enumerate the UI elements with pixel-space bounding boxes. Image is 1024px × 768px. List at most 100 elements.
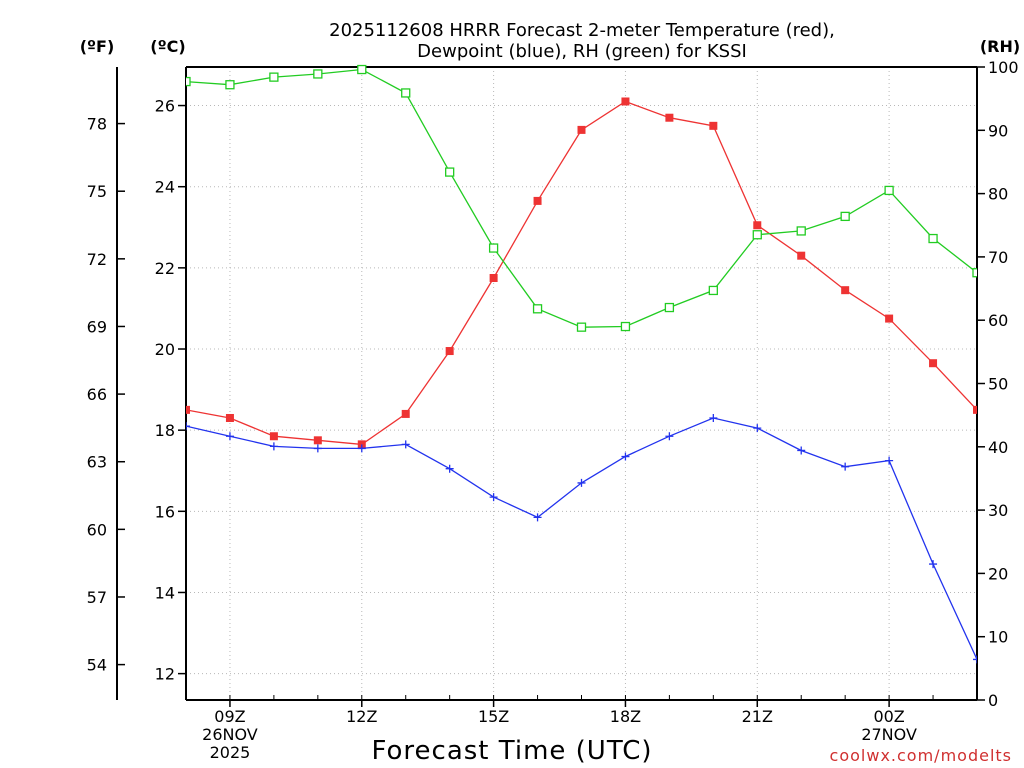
rh-tick-label: 20 (988, 564, 1008, 583)
x-axis-label: Forecast Time (UTC) (371, 736, 652, 766)
chart-title: 2025112608 HRRR Forecast 2-meter Tempera… (329, 20, 835, 62)
site-credit: coolwx.com/modelts (830, 746, 1012, 765)
relative-humidity-point (313, 69, 323, 79)
dewpoint-point (797, 446, 806, 455)
x-tick-label: 21Z (742, 707, 773, 726)
fahrenheit-tick-label: 66 (87, 385, 107, 404)
relative-humidity-point (225, 80, 235, 90)
data-series (186, 64, 977, 664)
celsius-axis-unit: (ºC) (150, 37, 185, 56)
2-meter-temperature-point (841, 286, 850, 295)
celsius-tick-label: 14 (155, 583, 175, 602)
rh-tick-label: 50 (988, 375, 1008, 394)
relative-humidity-point (620, 321, 631, 332)
dewpoint-point (313, 444, 322, 453)
x-tick-label: 27NOV (861, 725, 917, 744)
2-meter-temperature-point (186, 405, 190, 414)
relative-humidity-point (840, 211, 850, 222)
celsius-tick-label: 20 (155, 340, 175, 359)
dewpoint-point (929, 560, 938, 569)
2-meter-temperature-point (401, 409, 410, 418)
2-meter-temperature-point (533, 196, 542, 205)
fahrenheit-tick-label: 69 (87, 317, 107, 336)
dewpoint-point (709, 413, 718, 422)
2-meter-temperature-line (186, 100, 977, 446)
2-meter-temperature-point (709, 121, 718, 130)
2-meter-temperature-point (621, 97, 630, 106)
relative-humidity-point (796, 226, 806, 236)
rh-tick-label: 60 (988, 311, 1008, 330)
dewpoint-point (665, 432, 674, 441)
x-tick-label: 2025 (210, 743, 251, 762)
fahrenheit-tick-label: 63 (87, 453, 107, 472)
fahrenheit-tick-label: 60 (87, 520, 107, 539)
relative-humidity-point (708, 285, 718, 296)
2-meter-temperature-point (973, 405, 977, 414)
fahrenheit-tick-label: 75 (87, 182, 107, 201)
dewpoint-point (841, 462, 850, 471)
dewpoint-point (973, 655, 977, 664)
x-tick-label: 00Z (873, 707, 904, 726)
relative-humidity-point (576, 322, 587, 332)
fahrenheit-tick-label: 54 (87, 656, 107, 675)
2-meter-temperature-point (929, 359, 938, 368)
x-tick-label: 26NOV (202, 725, 258, 744)
relative-humidity-point (488, 243, 499, 253)
x-tick-label: 09Z (214, 707, 245, 726)
dewpoint-point (401, 440, 410, 449)
relative-humidity-line (186, 68, 977, 328)
relative-humidity-point (928, 233, 938, 244)
fahrenheit-tick-label: 72 (87, 250, 107, 269)
x-tick-label: 18Z (610, 707, 641, 726)
relative-humidity-point (972, 268, 977, 278)
celsius-tick-label: 22 (155, 259, 175, 278)
rh-tick-label: 30 (988, 501, 1008, 520)
dewpoint-point (269, 442, 278, 451)
2-meter-temperature-point (665, 113, 674, 122)
relative-humidity-point (664, 302, 675, 313)
fahrenheit-tick-label: 78 (87, 115, 107, 134)
x-tick-label: 12Z (346, 707, 377, 726)
dewpoint-point (753, 424, 762, 433)
celsius-tick-label: 12 (155, 665, 175, 684)
chart-title-line-2: Dewpoint (blue), RH (green) for KSSI (417, 41, 747, 62)
2-meter-temperature-point (489, 274, 498, 282)
dewpoint-point (445, 464, 454, 473)
dewpoint-point (357, 444, 366, 453)
dewpoint-point (489, 493, 498, 502)
x-tick-label: 15Z (478, 707, 509, 726)
rh-tick-label: 40 (988, 438, 1008, 457)
dewpoint-line (186, 417, 977, 660)
dewpoint-point (577, 478, 586, 487)
fahrenheit-axis-unit: (ºF) (80, 37, 115, 56)
relative-humidity-point (186, 76, 191, 87)
rh-tick-label: 0 (988, 691, 998, 710)
dewpoint-point (533, 513, 542, 522)
dewpoint-point (885, 456, 894, 465)
dewpoint-point (186, 422, 190, 431)
rh-tick-label: 70 (988, 248, 1008, 267)
2-meter-temperature-point (357, 440, 366, 449)
axes: 12 14 16 18 20 22 24 26 54 57 60 63 66 69 72 75 78 0 10 20 3… (87, 58, 1019, 762)
rh-tick-label: 90 (988, 121, 1008, 140)
celsius-tick-label: 26 (155, 97, 175, 116)
relative-humidity-point (532, 304, 543, 314)
2-meter-temperature-point (313, 436, 322, 445)
fahrenheit-tick-label: 57 (87, 588, 107, 607)
2-meter-temperature-point (269, 432, 278, 441)
relative-humidity-point (884, 185, 894, 196)
rh-axis-unit: (RH) (980, 37, 1020, 56)
2-meter-temperature-point (797, 251, 806, 260)
relative-humidity-point (357, 64, 367, 75)
2-meter-temperature-point (577, 125, 586, 134)
2-meter-temperature-point (225, 413, 234, 422)
relative-humidity-point (752, 230, 762, 240)
chart-title-line-1: 2025112608 HRRR Forecast 2-meter Tempera… (329, 20, 835, 41)
dewpoint-point (225, 432, 234, 441)
celsius-tick-label: 16 (155, 502, 175, 521)
celsius-tick-label: 18 (155, 421, 175, 440)
relative-humidity-point (445, 167, 455, 177)
dewpoint-point (621, 452, 630, 461)
relative-humidity-point (401, 88, 411, 98)
